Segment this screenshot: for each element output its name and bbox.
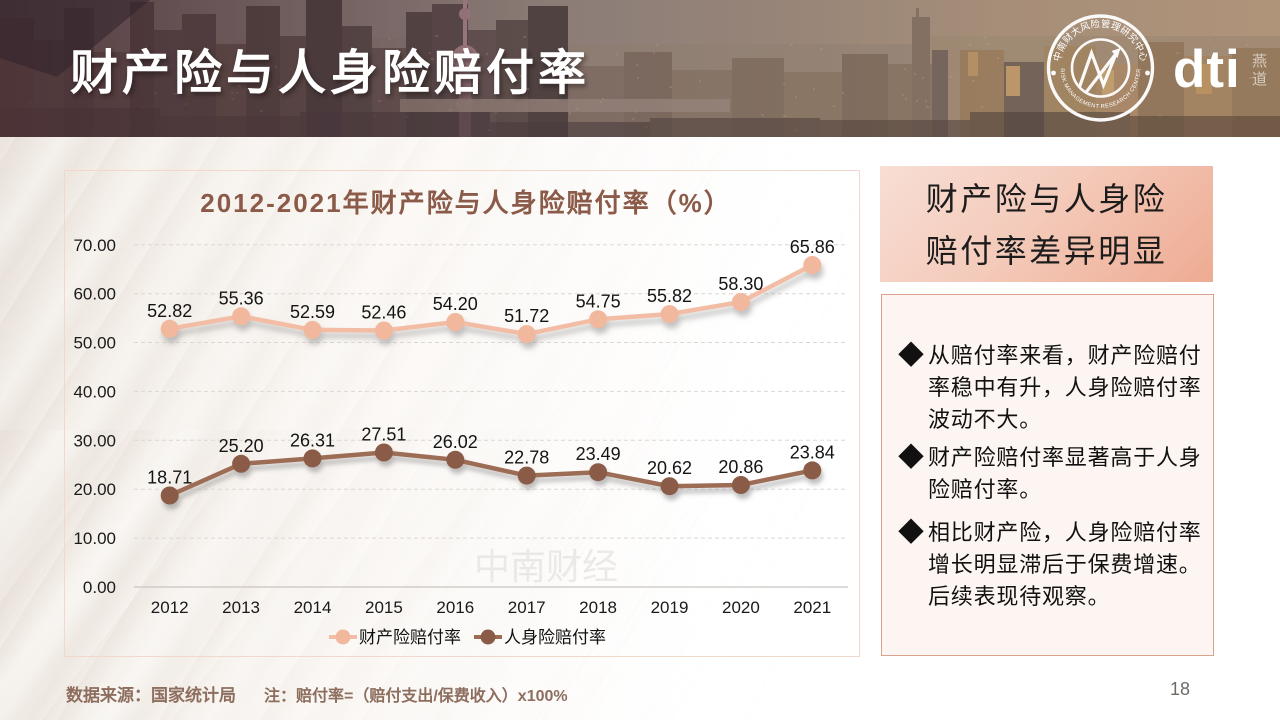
svg-text:55.36: 55.36	[219, 288, 264, 308]
svg-text:2019: 2019	[651, 598, 689, 617]
svg-text:2017: 2017	[508, 598, 546, 617]
svg-text:道: 道	[1252, 71, 1267, 88]
svg-text:27.51: 27.51	[361, 425, 406, 445]
svg-text:26.31: 26.31	[290, 430, 335, 450]
svg-text:10.00: 10.00	[73, 529, 116, 548]
svg-text:52.46: 52.46	[361, 303, 406, 323]
svg-text:20.00: 20.00	[73, 480, 116, 499]
svg-text:0.00: 0.00	[83, 578, 116, 597]
svg-text:人身险赔付率: 人身险赔付率	[504, 628, 606, 647]
svg-text:18.71: 18.71	[147, 468, 192, 488]
svg-text:50.00: 50.00	[73, 334, 116, 353]
svg-text:2014: 2014	[294, 598, 332, 617]
svg-text:燕: 燕	[1252, 53, 1267, 70]
svg-text:30.00: 30.00	[73, 431, 116, 450]
svg-text:51.72: 51.72	[504, 306, 549, 326]
svg-text:23.49: 23.49	[576, 444, 621, 464]
svg-text:dti: dti	[1173, 40, 1241, 99]
svg-text:2012-2021年财产险与人身险赔付率（%）: 2012-2021年财产险与人身险赔付率（%）	[200, 188, 731, 218]
svg-text:中南财经: 中南财经	[474, 546, 618, 587]
svg-text:52.59: 52.59	[290, 302, 335, 322]
svg-text:25.20: 25.20	[219, 436, 264, 456]
svg-text:2012: 2012	[151, 598, 189, 617]
svg-text:20.62: 20.62	[647, 458, 692, 478]
svg-text:52.82: 52.82	[147, 301, 192, 321]
svg-text:2016: 2016	[436, 598, 474, 617]
svg-text:55.82: 55.82	[647, 286, 692, 306]
svg-text:26.02: 26.02	[433, 432, 478, 452]
svg-text:70.00: 70.00	[73, 236, 116, 255]
svg-text:65.86: 65.86	[790, 237, 835, 257]
svg-text:54.75: 54.75	[576, 291, 621, 311]
svg-text:22.78: 22.78	[504, 448, 549, 468]
svg-text:2015: 2015	[365, 598, 403, 617]
svg-text:2021: 2021	[793, 598, 831, 617]
svg-text:60.00: 60.00	[73, 285, 116, 304]
svg-text:2020: 2020	[722, 598, 760, 617]
svg-text:20.86: 20.86	[718, 457, 763, 477]
svg-text:23.84: 23.84	[790, 442, 835, 462]
svg-text:58.30: 58.30	[718, 274, 763, 294]
svg-text:40.00: 40.00	[73, 382, 116, 401]
svg-text:2018: 2018	[579, 598, 617, 617]
svg-text:财产险赔付率: 财产险赔付率	[359, 628, 461, 647]
svg-text:2013: 2013	[222, 598, 260, 617]
svg-text:54.20: 54.20	[433, 294, 478, 314]
